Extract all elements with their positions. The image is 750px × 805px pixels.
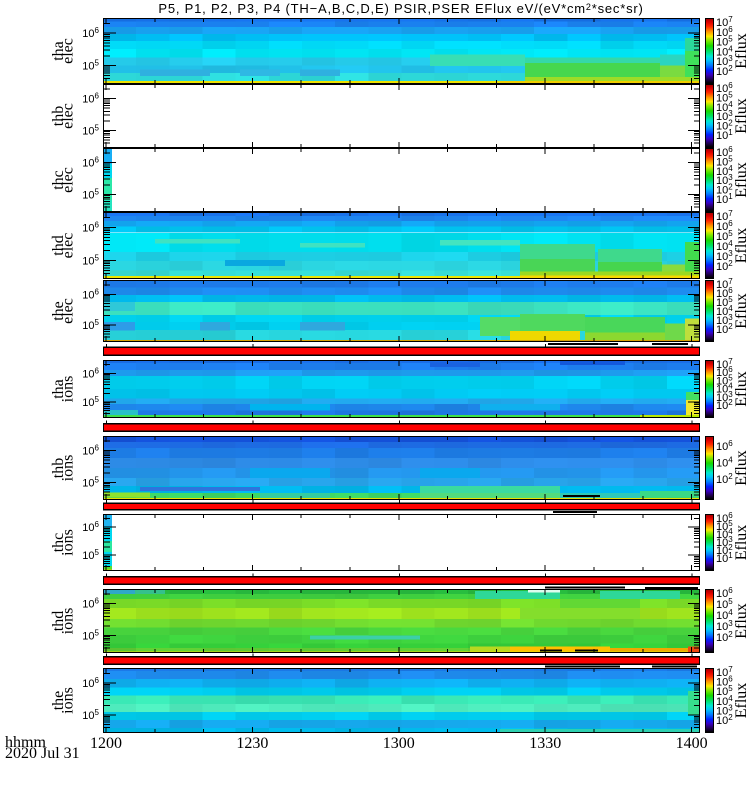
svg-text:Eflux: Eflux bbox=[733, 162, 750, 198]
svg-text:1200: 1200 bbox=[90, 735, 122, 752]
svg-text:Eflux: Eflux bbox=[733, 371, 750, 407]
svg-text:ions: ions bbox=[60, 608, 77, 635]
svg-text:the: the bbox=[50, 301, 67, 321]
svg-text:1230: 1230 bbox=[236, 735, 268, 752]
svg-text:1300: 1300 bbox=[383, 735, 415, 752]
svg-text:Eflux: Eflux bbox=[733, 525, 750, 561]
svg-text:thd: thd bbox=[50, 235, 67, 255]
svg-text:ions: ions bbox=[60, 376, 77, 403]
svg-text:Eflux: Eflux bbox=[733, 33, 750, 69]
svg-text:elec: elec bbox=[60, 103, 77, 129]
svg-text:tha: tha bbox=[50, 379, 67, 399]
svg-text:ions: ions bbox=[60, 455, 77, 482]
svg-text:Eflux: Eflux bbox=[733, 228, 750, 264]
svg-text:2020 Jul 31: 2020 Jul 31 bbox=[5, 745, 80, 762]
svg-text:thb: thb bbox=[50, 106, 67, 126]
svg-text:tha: tha bbox=[50, 41, 67, 61]
svg-text:1400: 1400 bbox=[676, 735, 708, 752]
svg-text:hhmm: hhmm bbox=[5, 734, 46, 751]
svg-text:Eflux: Eflux bbox=[733, 98, 750, 134]
svg-text:elec: elec bbox=[60, 38, 77, 64]
svg-text:thc: thc bbox=[50, 533, 67, 553]
svg-text:thb: thb bbox=[50, 458, 67, 478]
svg-text:ions: ions bbox=[60, 687, 77, 714]
svg-text:ions: ions bbox=[60, 529, 77, 556]
svg-text:the: the bbox=[50, 691, 67, 711]
svg-text:thc: thc bbox=[50, 170, 67, 190]
svg-text:elec: elec bbox=[60, 167, 77, 193]
svg-text:Eflux: Eflux bbox=[733, 603, 750, 639]
svg-text:1330: 1330 bbox=[529, 735, 561, 752]
svg-text:thd: thd bbox=[50, 611, 67, 631]
svg-text:elec: elec bbox=[60, 233, 77, 259]
svg-text:P5, P1, P2, P3, P4 (TH−A,B,C,D: P5, P1, P2, P3, P4 (TH−A,B,C,D,E) PSIR,P… bbox=[158, 1, 643, 16]
svg-text:elec: elec bbox=[60, 298, 77, 324]
svg-text:Eflux: Eflux bbox=[733, 683, 750, 719]
svg-text:Eflux: Eflux bbox=[733, 450, 750, 486]
svg-text:Eflux: Eflux bbox=[733, 293, 750, 329]
